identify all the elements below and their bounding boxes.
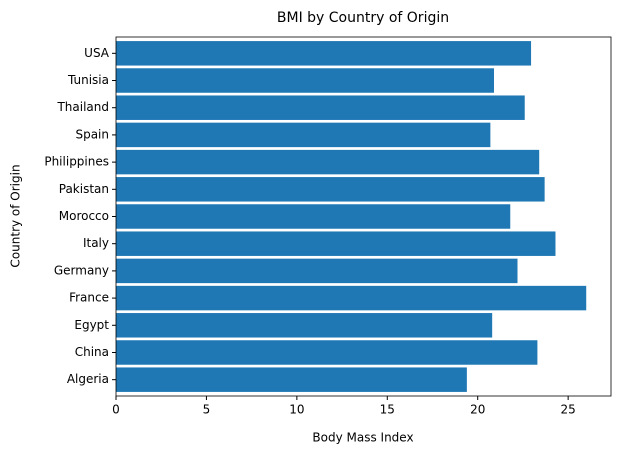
y-tick-label: Tunisia (67, 73, 109, 87)
y-axis-label: Country of Origin (9, 164, 23, 267)
x-axis-label: Body Mass Index (312, 431, 413, 445)
y-tick-label: Algeria (67, 372, 109, 386)
x-tick-label: 5 (203, 403, 211, 417)
y-tick-label: Pakistan (59, 182, 109, 196)
y-tick-label: USA (84, 46, 110, 60)
y-tick-label: Italy (83, 236, 109, 250)
x-tick-label: 15 (380, 403, 395, 417)
bar (116, 340, 538, 365)
bar (116, 204, 511, 229)
bar (116, 367, 467, 392)
y-tick-label: China (75, 345, 109, 359)
y-tick-label: Thailand (56, 100, 109, 114)
bar (116, 149, 540, 175)
x-tick-label: 20 (470, 403, 485, 417)
bar (116, 41, 532, 66)
x-tick-label: 10 (289, 403, 304, 417)
chart-title: BMI by Country of Origin (277, 10, 449, 26)
y-tick-label: Spain (75, 127, 109, 141)
x-tick-label: 0 (112, 403, 120, 417)
x-tick-label: 25 (560, 403, 575, 417)
bar (116, 95, 525, 120)
bar (116, 68, 494, 93)
y-tick-label: France (69, 291, 109, 305)
plot-frame (115, 36, 612, 397)
y-tick-label: Egypt (74, 318, 109, 332)
bar (116, 313, 493, 338)
bar (116, 122, 491, 148)
bar (116, 258, 518, 284)
bar (116, 231, 556, 256)
bar (116, 177, 545, 202)
y-tick-label: Morocco (59, 209, 109, 223)
bar (116, 285, 587, 311)
y-tick-label: Philippines (44, 155, 109, 169)
y-tick-label: Germany (54, 263, 109, 277)
